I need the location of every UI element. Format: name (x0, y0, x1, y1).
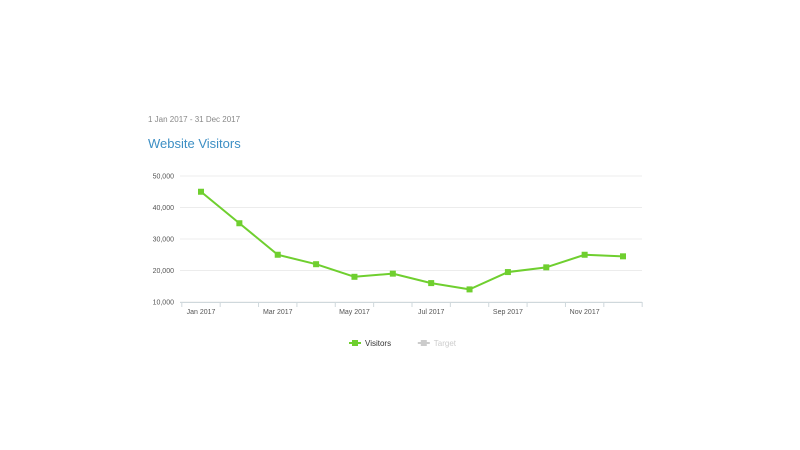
x-tick-label: Mar 2017 (263, 309, 293, 316)
data-point[interactable] (313, 261, 320, 268)
legend-label: Visitors (365, 339, 391, 348)
x-tick-label: May 2017 (339, 309, 370, 316)
x-axis: Jan 2017 Mar 2017 May 2017 Jul 2017 Sep 2017… (180, 302, 643, 316)
data-point[interactable] (620, 253, 626, 260)
legend[interactable]: Visitors Target (349, 339, 457, 348)
data-point[interactable] (351, 273, 358, 280)
legend-marker-icon (352, 340, 358, 346)
y-tick-label: 10,000 (153, 300, 175, 307)
data-point[interactable] (504, 269, 511, 276)
series-line (200, 190, 624, 291)
y-tick-label: 50,000 (153, 174, 175, 181)
chart-subtitle: 1 Jan 2017 - 31 Dec 2017 (148, 115, 241, 124)
y-axis: 50,000 40,000 30,000 20,000 10,000 (153, 174, 175, 307)
x-tick-label: Sep 2017 (493, 309, 523, 316)
data-point[interactable] (198, 188, 204, 195)
legend-item[interactable]: Target (417, 339, 457, 348)
data-point[interactable] (236, 220, 243, 227)
legend-item[interactable]: Visitors (349, 339, 391, 348)
chart-title: Website Visitors (148, 136, 241, 151)
data-point[interactable] (543, 264, 550, 271)
x-tick-label: Jan 2017 (187, 309, 216, 316)
y-tick-label: 20,000 (153, 268, 175, 275)
series-layer (198, 188, 626, 293)
y-tick-label: 30,000 (153, 237, 175, 244)
data-point[interactable] (389, 270, 396, 277)
data-point[interactable] (581, 251, 588, 258)
legend-marker-icon (420, 340, 427, 346)
data-point[interactable] (466, 286, 473, 293)
data-point[interactable] (428, 280, 435, 287)
x-tick-label: Nov 2017 (570, 309, 600, 316)
grid-lines (180, 175, 642, 303)
x-tick-label: Jul 2017 (418, 309, 445, 316)
data-point[interactable] (274, 251, 281, 258)
legend-label: Target (434, 339, 457, 348)
y-tick-label: 40,000 (153, 205, 175, 212)
